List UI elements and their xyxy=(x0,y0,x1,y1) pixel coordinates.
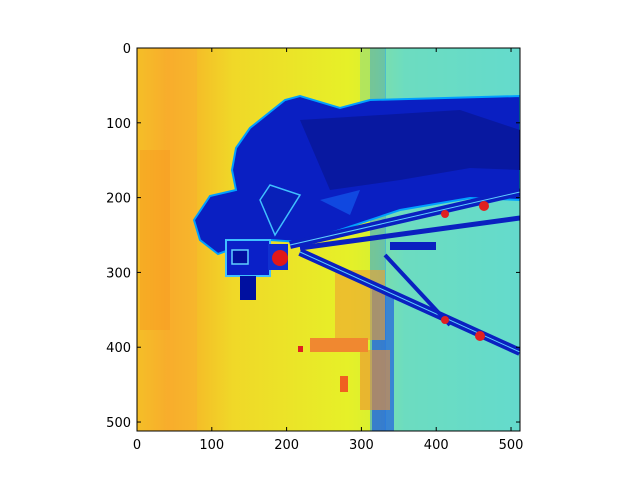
x-tick-label: 0 xyxy=(133,438,141,453)
x-tick-label: 300 xyxy=(349,438,374,453)
y-tick-label: 300 xyxy=(106,266,131,281)
x-tick-label: 500 xyxy=(499,438,524,453)
x-tick-label: 400 xyxy=(424,438,449,453)
y-tick-label: 0 xyxy=(123,42,131,57)
y-tick-label: 400 xyxy=(106,341,131,356)
y-tick-label: 500 xyxy=(106,416,131,431)
y-tick-label: 100 xyxy=(106,117,131,132)
heatmap-image xyxy=(137,48,520,431)
y-tick-label: 200 xyxy=(106,192,131,207)
plot-frame xyxy=(136,47,521,432)
x-axis: 0 100 200 300 400 500 xyxy=(133,48,524,453)
x-tick-label: 200 xyxy=(274,438,299,453)
x-tick-label: 100 xyxy=(199,438,224,453)
y-axis: 0 100 200 300 400 500 xyxy=(106,42,520,431)
